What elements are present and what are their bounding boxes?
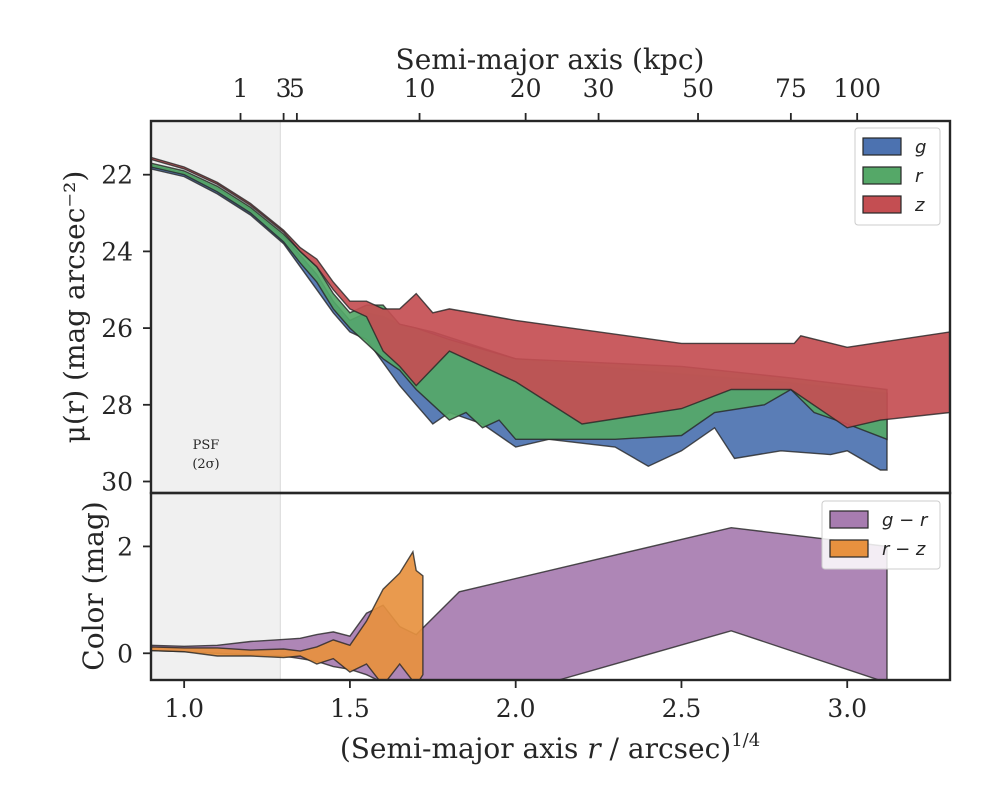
y-tick-label: 26 [101, 314, 133, 343]
top-x-tick-label: 20 [510, 74, 542, 103]
area-z-band [151, 156, 950, 429]
top-x-tick-label: 1 [233, 74, 249, 103]
surface-brightness-legend: grz [854, 127, 941, 226]
top-x-tick-label: 100 [833, 74, 881, 103]
legend-swatch-z [862, 195, 902, 214]
surface-brightness-ylabel: μ(r) (mag arcsec⁻²) [58, 171, 91, 444]
top-x-tick-label: 50 [682, 74, 714, 103]
legend-swatch-r-z [829, 539, 869, 558]
color-ylabel: Color (mag) [77, 501, 110, 670]
legend-label-g: g [915, 137, 926, 158]
top-x-tick-label: 75 [775, 74, 807, 103]
y-tick-label: 28 [101, 391, 133, 420]
surface-brightness-axes: 22 24 26 28 30 1 35 10 20 30 50 75 100 [101, 74, 881, 496]
color-legend: g − r r − z [821, 500, 941, 570]
color-panel: 0 2 1.0 1.5 2.0 2.5 3.0 Color (mag) (Semi-majo… [77, 492, 941, 765]
x-tick-label: 2.5 [662, 694, 702, 723]
color-axes: 0 2 1.0 1.5 2.0 2.5 3.0 [117, 532, 867, 723]
top-x-tick-label: 10 [404, 74, 436, 103]
x-tick-label: 1.0 [164, 694, 204, 723]
surface-brightness-areas [151, 156, 950, 471]
y-tick-label: 22 [101, 161, 133, 190]
legend-label-r: r [915, 166, 924, 187]
bottom-panel-frame [149, 491, 952, 682]
legend-label-g-r: g − r [882, 510, 929, 531]
surface-brightness-panel: 22 24 26 28 30 1 35 10 20 30 50 75 100 PSF (2σ) Semi… [58, 43, 950, 496]
legend-label-z: z [914, 195, 925, 216]
top-x-tick-label: 3 [276, 74, 292, 103]
top-x-tick-label: 30 [583, 74, 615, 103]
psf-label: PSF [193, 438, 220, 453]
color-y-tick-label: 2 [117, 532, 133, 561]
x-tick-label: 1.5 [330, 694, 370, 723]
x-tick-label: 3.0 [827, 694, 867, 723]
y-tick-label: 24 [101, 237, 133, 266]
psf-sublabel: (2σ) [192, 457, 219, 472]
color-y-tick-label: 0 [117, 639, 133, 668]
color-areas [151, 526, 888, 680]
top-x-tick-label: 5 [289, 74, 305, 103]
x-tick-label: 2.0 [496, 694, 536, 723]
y-tick-label: 30 [101, 467, 133, 496]
top-axis-title: Semi-major axis (kpc) [396, 43, 705, 76]
legend-swatch-g-r [829, 510, 869, 529]
x-axis-title: (Semi-major axis r / arcsec)1/4 [340, 730, 760, 765]
legend-swatch-r [862, 166, 902, 185]
legend-swatch-g [862, 137, 902, 156]
legend-label-r-z: r − z [882, 539, 926, 560]
area-r-z-band [151, 549, 424, 680]
